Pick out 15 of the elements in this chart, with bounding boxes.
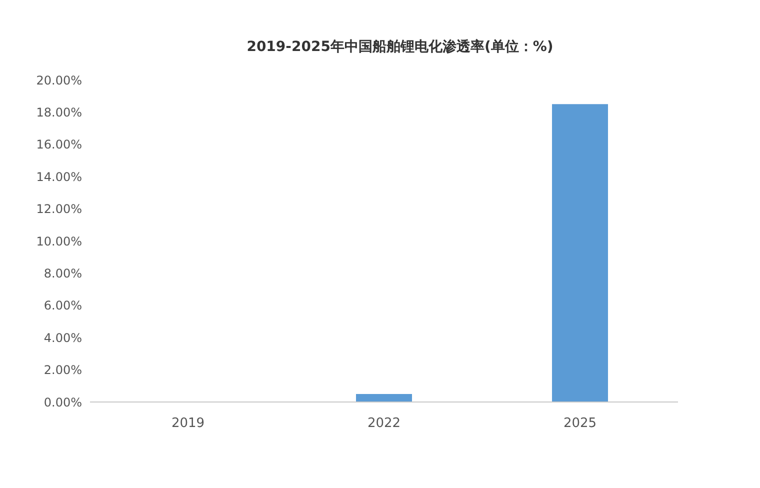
y-tick-label: 14.00%	[36, 170, 82, 184]
y-tick-label: 4.00%	[44, 330, 82, 345]
y-tick-label: 6.00%	[44, 298, 82, 313]
y-tick-label: 16.00%	[36, 138, 82, 152]
y-tick-label: 20.00%	[36, 73, 82, 88]
y-tick-label: 10.00%	[36, 234, 82, 248]
y-tick-label: 18.00%	[36, 105, 82, 120]
x-tick-label: 2025	[563, 416, 597, 432]
chart-title: 2019-2025年中国船舶锂电化渗透率(单位：%)	[246, 38, 554, 57]
y-tick-label: 2.00%	[44, 363, 82, 378]
x-tick-label: 2019	[171, 416, 205, 432]
x-tick-label: 2022	[367, 416, 401, 432]
y-tick-label: 12.00%	[36, 202, 82, 216]
y-tick-label: 8.00%	[44, 266, 82, 280]
y-tick-label: 0.00%	[44, 395, 82, 410]
